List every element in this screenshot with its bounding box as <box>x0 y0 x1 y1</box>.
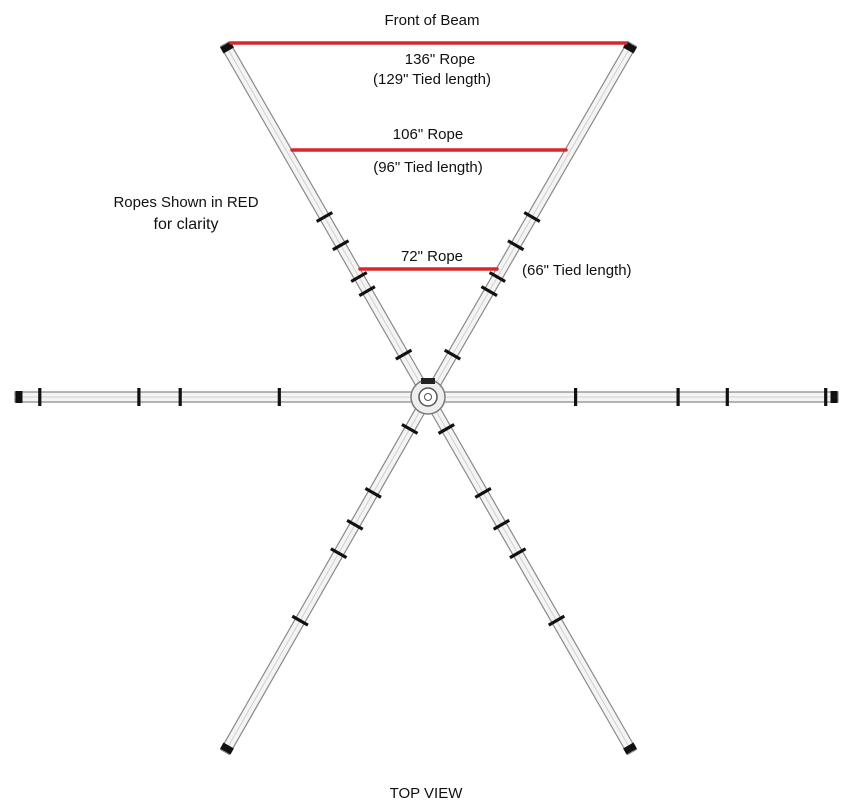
pole-highlight <box>225 44 420 383</box>
rope-106-label: 106" Rope <box>393 126 463 143</box>
top-view-label: TOP VIEW <box>390 785 464 802</box>
rope-136-label: 136" Rope <box>405 51 475 68</box>
pole-highlight <box>436 44 632 383</box>
arm-bottom-left <box>221 408 425 754</box>
arm-left <box>15 388 412 406</box>
rope-106-tied-label: (96" Tied length) <box>373 159 483 176</box>
rope-72-tied-label: (66" Tied length) <box>522 262 632 279</box>
rope-136-tied-label: (129" Tied length) <box>373 71 491 88</box>
arm-top-left <box>221 42 425 386</box>
arm-right <box>444 388 838 406</box>
rope-72-label: 72" Rope <box>401 248 463 265</box>
pole-highlight <box>225 411 420 752</box>
front-of-beam-label: Front of Beam <box>384 12 479 29</box>
arm-bottom-right <box>432 408 637 754</box>
arm-top-right <box>432 41 637 385</box>
pole-highlight <box>436 411 632 752</box>
ropes-note-line1: Ropes Shown in RED <box>113 194 258 211</box>
ropes-note-line2: for clarity <box>154 216 219 233</box>
